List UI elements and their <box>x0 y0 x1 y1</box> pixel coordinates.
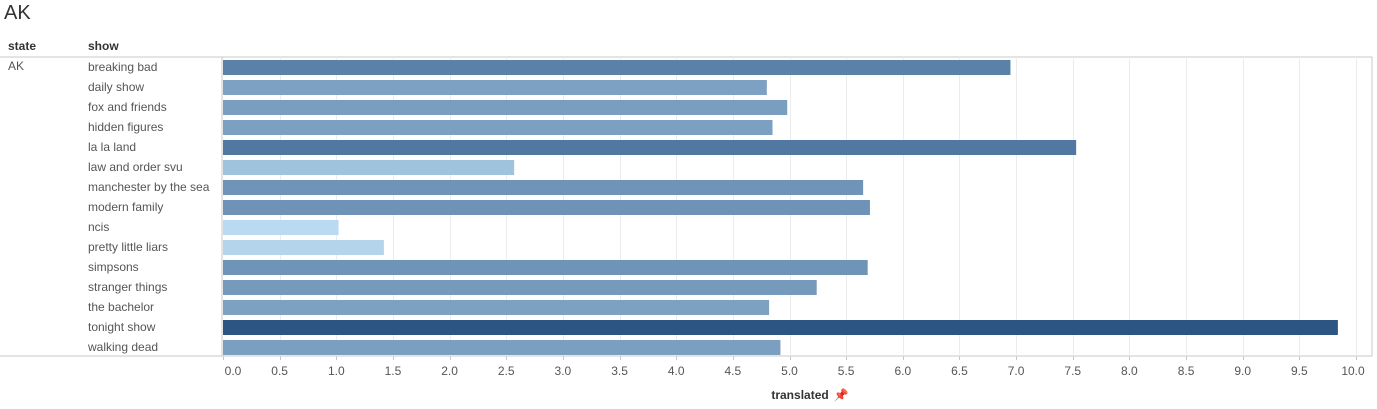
bar[interactable] <box>223 120 773 135</box>
bar[interactable] <box>223 340 781 355</box>
x-tick-label: 0.0 <box>224 364 242 378</box>
x-tick-label: 8.0 <box>1121 364 1138 378</box>
x-tick-label: 8.5 <box>1177 364 1195 378</box>
x-tick-label: 6.5 <box>951 364 968 378</box>
x-tick-label: 7.5 <box>1064 364 1082 378</box>
category-label[interactable]: walking dead <box>88 340 159 354</box>
category-label[interactable]: ncis <box>88 220 110 234</box>
category-label[interactable]: daily show <box>88 80 145 94</box>
x-tick-label: 9.5 <box>1291 364 1308 378</box>
x-tick-label: 0.5 <box>271 364 288 378</box>
bar[interactable] <box>223 100 788 115</box>
x-tick-label: 5.5 <box>837 364 855 378</box>
category-label[interactable]: hidden figures <box>88 120 164 134</box>
bar[interactable] <box>223 220 339 235</box>
category-label[interactable]: fox and friends <box>88 100 167 114</box>
show-column-header[interactable]: show <box>88 39 119 53</box>
x-tick-label: 1.0 <box>327 364 345 378</box>
bar[interactable] <box>223 60 1011 75</box>
x-tick-label: 2.5 <box>497 364 515 378</box>
x-tick-label: 4.5 <box>724 364 742 378</box>
category-label[interactable]: la la land <box>88 140 137 154</box>
x-tick-label: 10.0 <box>1341 364 1365 378</box>
x-tick-label: 5.0 <box>781 364 798 378</box>
x-tick-label: 1.5 <box>384 364 402 378</box>
category-label[interactable]: stranger things <box>88 280 168 294</box>
bar[interactable] <box>223 140 1077 155</box>
x-tick-label: 3.5 <box>611 364 628 378</box>
category-label[interactable]: pretty little liars <box>88 240 169 254</box>
category-label[interactable]: law and order svu <box>88 160 183 174</box>
x-tick-label: 9.0 <box>1234 364 1252 378</box>
x-axis-label: translated <box>771 388 829 402</box>
bar[interactable] <box>223 240 384 255</box>
bar[interactable] <box>223 300 770 315</box>
state-cell: AK <box>8 59 25 73</box>
bar[interactable] <box>223 260 868 275</box>
category-label[interactable]: the bachelor <box>88 300 155 314</box>
bar[interactable] <box>223 80 767 95</box>
category-label[interactable]: manchester by the sea <box>88 180 210 194</box>
bar[interactable] <box>223 180 864 195</box>
category-label[interactable]: simpsons <box>88 260 139 274</box>
x-axis-title[interactable]: translated 📌 <box>771 388 848 402</box>
state-column-header[interactable]: state <box>8 39 37 53</box>
page-title: AK <box>4 2 31 24</box>
bar[interactable] <box>223 200 870 215</box>
category-label[interactable]: modern family <box>88 200 164 214</box>
category-label[interactable]: breaking bad <box>88 60 158 74</box>
bar[interactable] <box>223 320 1338 335</box>
x-tick-label: 4.0 <box>667 364 685 378</box>
x-tick-label: 3.0 <box>554 364 572 378</box>
bar[interactable] <box>223 280 817 295</box>
x-tick-label: 7.0 <box>1007 364 1025 378</box>
category-label[interactable]: tonight show <box>88 320 156 334</box>
bar[interactable] <box>223 160 515 175</box>
pin-icon[interactable]: 📌 <box>833 388 849 402</box>
x-tick-label: 6.0 <box>894 364 912 378</box>
x-tick-label: 2.0 <box>441 364 458 378</box>
